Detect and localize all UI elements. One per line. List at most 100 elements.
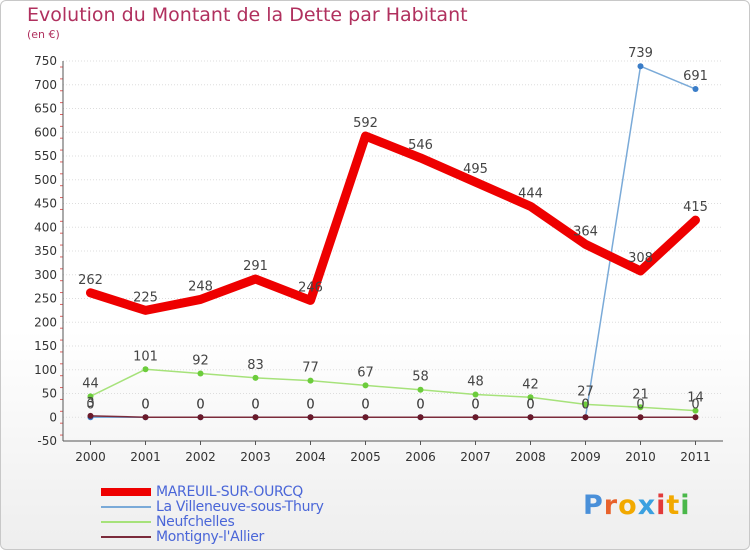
x-tick-label: 2007 — [460, 450, 491, 464]
logo-letter: t — [666, 490, 681, 521]
data-point — [197, 370, 204, 377]
logo-letter: r — [603, 490, 619, 521]
data-label: 0 — [361, 397, 369, 412]
unit-label: (en €) — [27, 28, 60, 41]
data-point — [252, 374, 259, 381]
data-label: 0 — [141, 397, 149, 412]
data-point — [692, 414, 699, 421]
data-label: 92 — [192, 354, 209, 369]
x-tick-label: 2002 — [185, 450, 216, 464]
logo-letter: i — [656, 490, 667, 521]
data-label: 21 — [632, 387, 649, 402]
series-line-3 — [89, 415, 697, 418]
data-label: 3 — [86, 396, 94, 411]
data-point — [362, 382, 369, 389]
data-label: 415 — [683, 200, 708, 215]
data-label: 48 — [467, 374, 484, 389]
x-tick-label: 2006 — [405, 450, 436, 464]
data-label: 0 — [581, 397, 589, 412]
data-label: 0 — [251, 397, 259, 412]
data-label: 83 — [247, 358, 264, 373]
data-point — [87, 393, 94, 400]
data-labels: 262 225 248 291 246 592 546 495 444 364 308 415 0 0 0 0… — [78, 46, 708, 412]
y-tick-label: 50 — [42, 387, 57, 401]
data-label: 592 — [353, 116, 378, 131]
legend-swatch — [101, 521, 151, 523]
data-label: 0 — [581, 397, 589, 412]
data-point — [252, 414, 259, 421]
data-point — [362, 414, 369, 421]
data-point — [527, 414, 534, 421]
data-label: 546 — [408, 138, 433, 153]
legend-label: Neufchelles — [156, 514, 235, 530]
data-point — [307, 414, 314, 421]
data-label: 444 — [518, 186, 543, 201]
data-label: 44 — [82, 376, 99, 391]
y-tick-label: 100 — [34, 363, 57, 377]
data-point — [87, 412, 94, 419]
x-tick-label: 2011 — [680, 450, 711, 464]
data-label: 248 — [188, 279, 213, 294]
y-tick-label: 250 — [34, 292, 57, 306]
data-label: 42 — [522, 377, 539, 392]
data-label: 308 — [628, 251, 653, 266]
y-tick-label: -50 — [37, 434, 57, 448]
x-tick-label: 2009 — [570, 450, 601, 464]
data-label: 77 — [302, 361, 319, 376]
series-line-1 — [89, 65, 697, 418]
data-point — [142, 366, 149, 373]
series-line-2 — [89, 368, 697, 412]
y-tick-label: 700 — [34, 78, 57, 92]
data-point — [637, 404, 644, 411]
data-point — [637, 414, 644, 421]
series-line-0 — [86, 131, 700, 315]
data-point — [637, 63, 644, 70]
x-tick-label: 2001 — [130, 450, 161, 464]
y-tick-label: 500 — [34, 173, 57, 187]
legend-label: Montigny-l'Allier — [156, 529, 265, 545]
legend-swatch — [101, 488, 151, 496]
data-label: 225 — [133, 290, 158, 305]
data-label: 364 — [573, 224, 598, 239]
data-label: 495 — [463, 162, 488, 177]
data-label: 0 — [361, 397, 369, 412]
series-layer — [86, 63, 700, 421]
chart-title: Evolution du Montant de la Dette par Hab… — [27, 4, 468, 26]
y-tick-label: 0 — [49, 410, 57, 424]
data-label: 0 — [251, 397, 259, 412]
legend-swatch — [101, 536, 151, 538]
data-label: 0 — [636, 397, 644, 412]
data-label: 0 — [306, 397, 314, 412]
data-label: 262 — [78, 273, 103, 288]
legend-label: MAREUIL-SUR-OURCQ — [156, 484, 303, 500]
data-label: 0 — [196, 397, 204, 412]
data-point — [472, 414, 479, 421]
data-point — [307, 377, 314, 384]
y-tick-label: 450 — [34, 197, 57, 211]
proxiti-logo: Proxiti — [583, 490, 691, 521]
data-point — [472, 391, 479, 398]
axes: -500501001502002503003504004505005506006… — [34, 54, 723, 464]
data-label: 0 — [416, 397, 424, 412]
data-label: 0 — [86, 397, 94, 412]
grid — [63, 60, 723, 442]
logo-letter: P — [583, 490, 604, 521]
data-label: 0 — [471, 397, 479, 412]
y-tick-label: 650 — [34, 102, 57, 116]
data-point — [417, 414, 424, 421]
y-tick-label: 550 — [34, 149, 57, 163]
data-point — [692, 407, 699, 414]
logo-letter: i — [680, 490, 691, 521]
data-point — [142, 414, 149, 421]
data-label: 67 — [357, 365, 374, 380]
data-label: 691 — [683, 69, 708, 84]
data-label: 14 — [687, 391, 704, 406]
x-tick-label: 2004 — [295, 450, 326, 464]
data-label: 58 — [412, 370, 429, 385]
data-point — [582, 401, 589, 408]
legend-swatch — [101, 506, 151, 508]
y-tick-label: 300 — [34, 268, 57, 282]
data-label: 0 — [526, 397, 534, 412]
x-tick-label: 2010 — [625, 450, 656, 464]
data-label: 0 — [141, 397, 149, 412]
